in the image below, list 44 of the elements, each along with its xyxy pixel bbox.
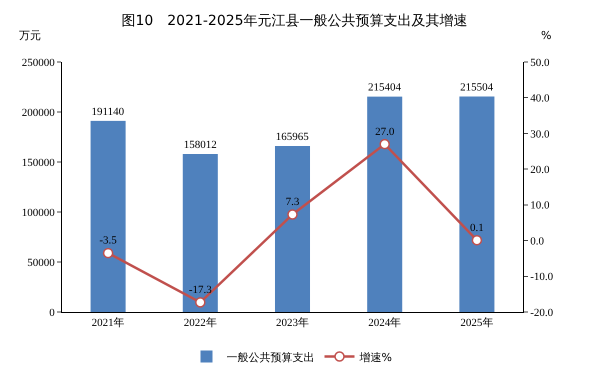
data-label: 7.3: [286, 196, 300, 208]
legend-label: 增速%: [358, 350, 392, 364]
data-label: 165965: [276, 131, 310, 144]
y2-tick-label: -10.0: [530, 271, 554, 284]
y-tick-label: 250000: [22, 56, 56, 69]
data-label: 191140: [92, 106, 125, 118]
x-tick-label: 2024年: [368, 317, 402, 330]
y2-tick-label: 20.0: [530, 164, 550, 176]
data-label: 27.0: [375, 126, 395, 138]
bar: [367, 96, 402, 312]
y-axis-title: 万元: [19, 29, 41, 42]
y-tick-label: 200000: [22, 106, 56, 119]
bar: [90, 120, 126, 312]
point: [472, 234, 482, 246]
y2-tick-label: 10.0: [530, 200, 550, 212]
point: [195, 297, 206, 308]
x-tick-label: 2021年: [92, 317, 125, 330]
y-tick-label: 150000: [22, 156, 56, 169]
data-label: -3.5: [99, 234, 118, 247]
data-label: 215404: [368, 82, 402, 94]
bar: [274, 146, 310, 312]
bar: [182, 154, 218, 312]
data-label: 215504: [460, 82, 494, 94]
x-tick-label: 2023年: [276, 317, 309, 330]
y2-tick-label: 50.0: [530, 56, 550, 69]
y2-tick-label: 0.0: [530, 235, 544, 248]
data-label: 0.1: [470, 222, 484, 234]
bar: [459, 96, 494, 312]
y-tick-label: 100000: [22, 206, 56, 219]
y2-tick-label: -20.0: [530, 306, 554, 319]
point: [379, 138, 390, 150]
y2-tick-label: 30.0: [530, 128, 550, 140]
x-tick-label: 2025年: [460, 317, 494, 330]
y-tick-label: 50000: [27, 256, 56, 269]
point: [287, 209, 298, 220]
y2-tick-label: 40.0: [530, 92, 550, 105]
data-label: 158012: [184, 138, 217, 151]
point: [102, 248, 114, 258]
y-tick-label: 0: [49, 306, 56, 319]
legend-label: 一般公共预算支出: [226, 350, 314, 364]
x-tick-label: 2022年: [184, 317, 217, 330]
data-label: -17.3: [188, 284, 212, 296]
y2-axis-title: %: [541, 29, 552, 42]
chart-title: 图10 2021-2025年元江县一般公共预算支出及其增速: [121, 13, 468, 30]
